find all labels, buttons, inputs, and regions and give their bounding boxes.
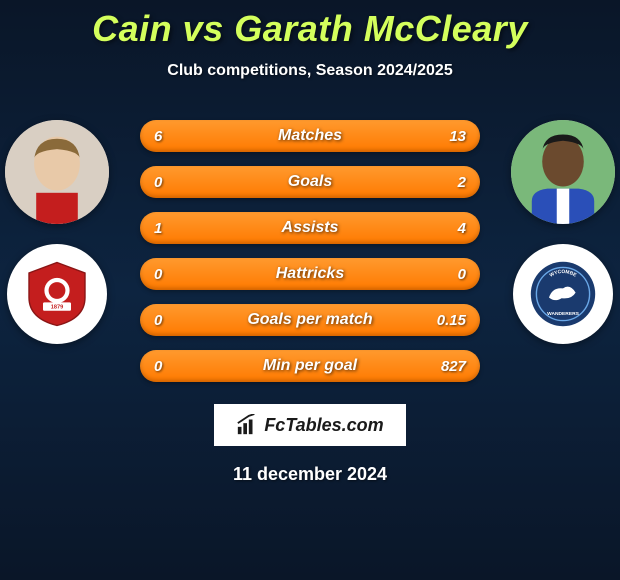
- footer: FcTables.com 11 december 2024: [0, 404, 620, 485]
- stat-row: 0 Goals 2: [140, 166, 480, 198]
- brand-text: FcTables.com: [264, 415, 383, 436]
- right-player-column: WYCOMBE WANDERERS: [508, 120, 618, 344]
- stat-label: Assists: [140, 219, 480, 237]
- subtitle: Club competitions, Season 2024/2025: [0, 62, 620, 80]
- stat-row: 0 Min per goal 827: [140, 350, 480, 382]
- stat-left-value: 0: [154, 312, 190, 329]
- player-left-avatar: [5, 120, 109, 224]
- stat-row: 1 Assists 4: [140, 212, 480, 244]
- stat-row: 6 Matches 13: [140, 120, 480, 152]
- comparison-content: 1879 WYCOMBE WANDERERS: [0, 120, 620, 382]
- stat-right-value: 827: [430, 358, 466, 375]
- stats-bars: 6 Matches 13 0 Goals 2 1 Assists 4 0 Hat…: [140, 120, 480, 382]
- stat-right-value: 13: [430, 128, 466, 145]
- chart-icon: [236, 414, 258, 436]
- stat-left-value: 0: [154, 358, 190, 375]
- stat-row: 0 Goals per match 0.15: [140, 304, 480, 336]
- shield-icon: 1879: [22, 259, 92, 329]
- stat-left-value: 0: [154, 174, 190, 191]
- stat-row: 0 Hattricks 0: [140, 258, 480, 290]
- stat-left-value: 6: [154, 128, 190, 145]
- stat-label: Goals: [140, 173, 480, 191]
- stat-right-value: 2: [430, 174, 466, 191]
- stat-label: Min per goal: [140, 357, 480, 375]
- svg-text:WANDERERS: WANDERERS: [547, 311, 580, 317]
- club-left-crest: 1879: [7, 244, 107, 344]
- stat-right-value: 0.15: [430, 312, 466, 329]
- left-player-column: 1879: [2, 120, 112, 344]
- player-right-avatar: [511, 120, 615, 224]
- stat-right-value: 4: [430, 220, 466, 237]
- person-icon: [511, 120, 615, 224]
- stat-left-value: 1: [154, 220, 190, 237]
- club-right-crest: WYCOMBE WANDERERS: [513, 244, 613, 344]
- stat-label: Hattricks: [140, 265, 480, 283]
- brand-badge: FcTables.com: [214, 404, 405, 446]
- stat-right-value: 0: [430, 266, 466, 283]
- svg-text:1879: 1879: [51, 305, 63, 311]
- page-title: Cain vs Garath McCleary: [0, 0, 620, 50]
- stat-label: Goals per match: [140, 311, 480, 329]
- footer-date: 11 december 2024: [0, 464, 620, 485]
- club-badge-icon: WYCOMBE WANDERERS: [528, 259, 598, 329]
- stat-label: Matches: [140, 127, 480, 145]
- person-icon: [5, 120, 109, 224]
- stat-left-value: 0: [154, 266, 190, 283]
